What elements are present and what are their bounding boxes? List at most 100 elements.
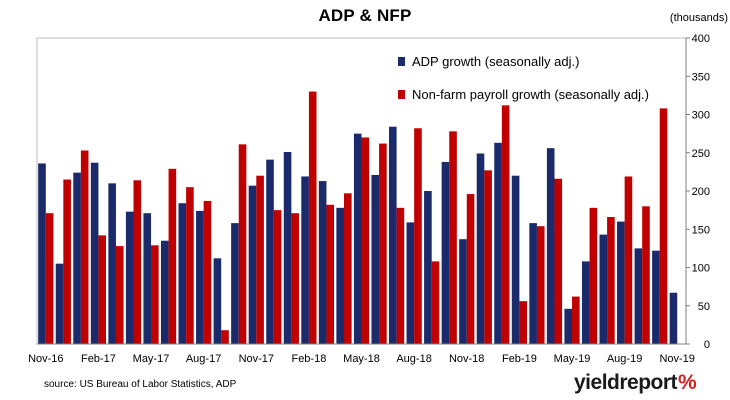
y-tick-label-300: 300 <box>692 110 710 122</box>
x-tick-label-nov-19: Nov-19 <box>659 353 694 365</box>
adp-bar-14 <box>283 151 292 344</box>
x-tick-label-may-19: May-19 <box>554 353 591 365</box>
x-tick-label-may-18: May-18 <box>343 353 380 365</box>
y-axis: 0 50 100 150 200 250 300 350 400 <box>685 33 710 351</box>
adp-bar-8 <box>178 203 187 344</box>
adp-bar-22 <box>424 191 432 344</box>
adp-bar-3 <box>90 162 99 344</box>
nfp-bar-9 <box>203 200 212 344</box>
adp-bar-13 <box>266 159 274 344</box>
nfp-bar-22 <box>431 261 440 344</box>
x-tick-label-feb-19: Feb-19 <box>502 353 537 365</box>
y-axis-unit-label: (thousands) <box>669 12 728 24</box>
nfp-bar-12 <box>256 175 264 344</box>
nfp-bar-25 <box>484 170 492 344</box>
adp-bar-21 <box>406 222 415 344</box>
nfp-bar-10 <box>221 330 229 344</box>
adp-bar-26 <box>494 142 502 344</box>
x-tick-label-aug-18: Aug-18 <box>396 353 431 365</box>
logo-wordmark: yieldreport <box>574 371 678 394</box>
nfp-bar-28 <box>536 226 545 344</box>
nfp-bar-11 <box>238 144 247 344</box>
adp-bar-6 <box>143 213 152 344</box>
x-tick-label-feb-18: Feb-18 <box>291 353 326 365</box>
adp-bar-11 <box>231 223 239 344</box>
nfp-bar-1 <box>63 179 71 344</box>
nfp-bar-20 <box>396 207 405 344</box>
legend-label-nfp: Non-farm payroll growth (seasonally adj.… <box>412 87 649 102</box>
y-tick-label-250: 250 <box>692 148 710 160</box>
nfp-bar-0 <box>45 213 54 344</box>
nfp-bar-24 <box>466 194 475 344</box>
adp-bar-0 <box>38 163 46 344</box>
adp-bar-34 <box>634 248 643 345</box>
nfp-bar-27 <box>519 301 527 344</box>
x-tick-label-aug-17: Aug-17 <box>186 353 221 365</box>
nfp-bar-8 <box>186 187 194 344</box>
nfp-bar-17 <box>343 193 352 344</box>
y-tick-label-350: 350 <box>692 71 710 83</box>
legend-label-adp: ADP growth (seasonally adj.) <box>412 54 579 69</box>
nfp-bar-2 <box>80 150 89 344</box>
nfp-bar-31 <box>589 207 598 344</box>
y-tick-label-150: 150 <box>692 224 710 236</box>
y-tick-label-0: 0 <box>704 339 710 351</box>
chart-title: ADP & NFP <box>318 6 412 25</box>
adp-bar-2 <box>73 172 81 344</box>
adp-bar-24 <box>459 239 467 344</box>
legend-swatch-nfp <box>398 90 405 99</box>
adp-bar-30 <box>564 308 573 344</box>
y-tick-label-50: 50 <box>698 301 710 313</box>
nfp-bar-29 <box>554 178 563 344</box>
adp-bar-10 <box>213 258 222 344</box>
nfp-bar-35 <box>659 108 668 344</box>
adp-bar-23 <box>441 161 450 344</box>
adp-bar-15 <box>301 176 309 344</box>
nfp-bar-6 <box>151 245 159 344</box>
nfp-bar-13 <box>273 210 282 345</box>
adp-bar-17 <box>336 207 344 344</box>
source-note: source: US Bureau of Labor Statistics, A… <box>44 379 237 390</box>
adp-bar-18 <box>353 133 362 345</box>
adp-bar-33 <box>617 221 625 344</box>
y-tick-label-400: 400 <box>692 33 710 45</box>
nfp-bar-32 <box>607 217 615 344</box>
adp-bar-29 <box>546 148 555 344</box>
adp-bar-9 <box>196 210 204 344</box>
adp-bar-20 <box>389 126 397 345</box>
y-tick-label-200: 200 <box>692 186 710 198</box>
adp-bar-7 <box>160 240 169 344</box>
x-tick-label-nov-18: Nov-18 <box>449 353 484 365</box>
adp-bar-16 <box>318 181 327 344</box>
nfp-bar-18 <box>361 137 370 344</box>
adp-bar-25 <box>476 153 485 344</box>
nfp-bar-7 <box>168 168 177 344</box>
adp-bar-12 <box>248 185 257 344</box>
x-axis: Nov-16 Feb-17 May-17 Aug-17 Nov-17 Feb-18 May-… <box>28 343 695 365</box>
nfp-bar-5 <box>133 180 142 344</box>
x-tick-label-nov-16: Nov-16 <box>28 353 63 365</box>
nfp-bar-19 <box>379 143 387 344</box>
bars-group <box>38 91 678 345</box>
adp-bar-32 <box>599 234 608 344</box>
x-tick-label-aug-19: Aug-19 <box>607 353 642 365</box>
logo-percent-symbol: % <box>678 371 697 394</box>
adp-bar-5 <box>125 211 134 344</box>
yieldreport-logo: yieldreport% <box>574 371 697 395</box>
adp-bar-35 <box>652 250 660 344</box>
x-tick-label-may-17: May-17 <box>133 353 170 365</box>
nfp-bar-21 <box>414 128 422 344</box>
adp-bar-27 <box>511 175 520 344</box>
nfp-bar-15 <box>308 91 317 344</box>
adp-bar-1 <box>55 263 64 344</box>
nfp-bar-23 <box>449 131 457 344</box>
y-tick-label-100: 100 <box>692 263 710 275</box>
legend: ADP growth (seasonally adj.) Non-farm pa… <box>398 54 649 102</box>
nfp-bar-30 <box>572 296 580 344</box>
nfp-bar-34 <box>642 206 650 344</box>
adp-bar-36 <box>669 292 678 344</box>
adp-bar-19 <box>371 174 380 344</box>
nfp-bar-16 <box>326 204 335 344</box>
